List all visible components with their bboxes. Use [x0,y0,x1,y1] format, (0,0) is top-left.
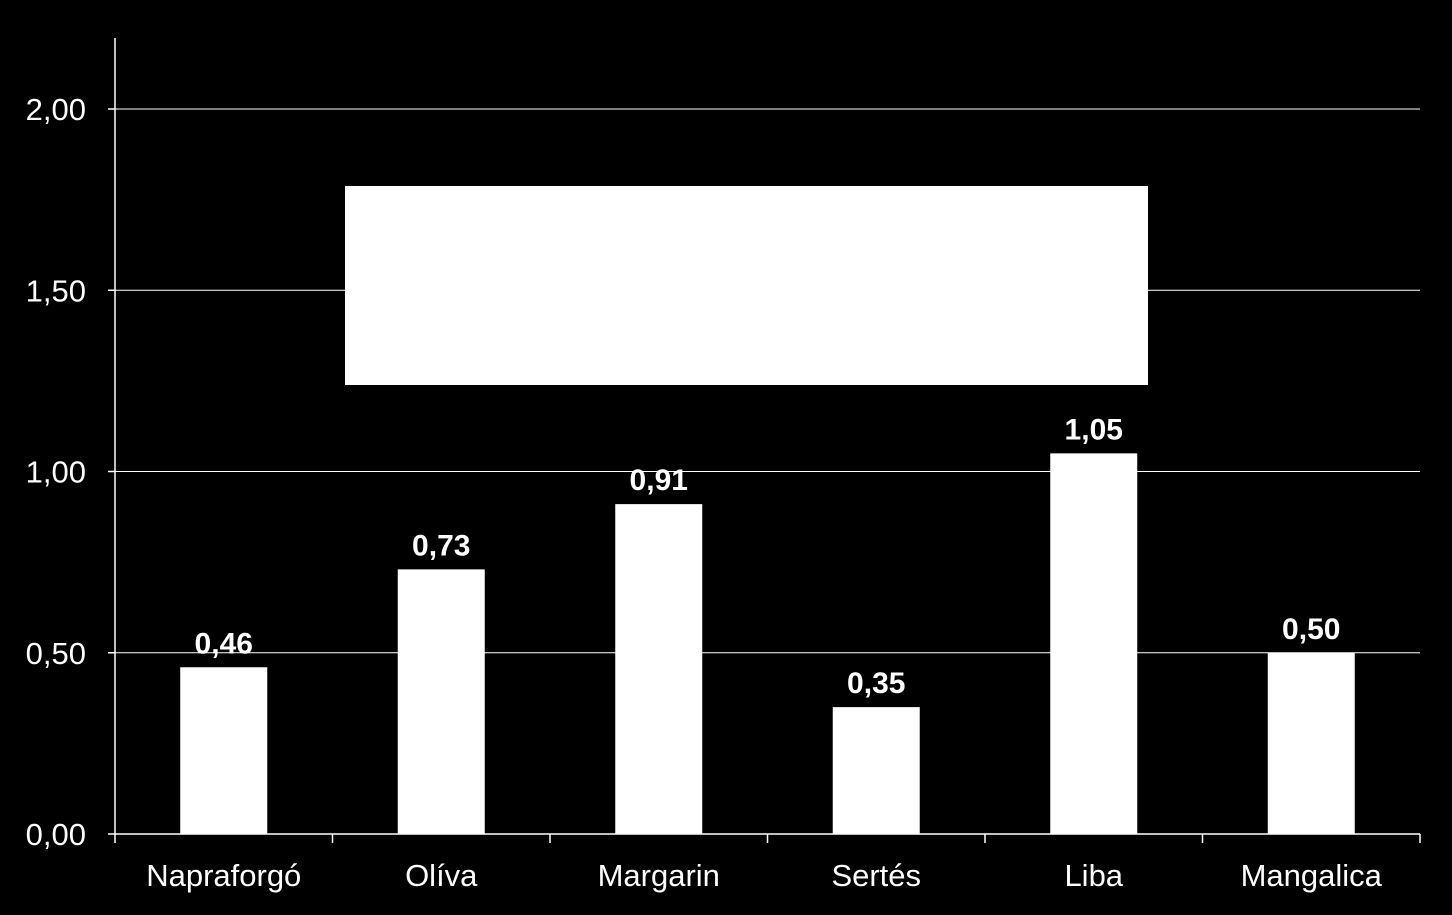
axes [108,38,1421,843]
bar-olíva [397,569,485,834]
x-category-label: Napraforgó [146,858,301,893]
x-category-label: Liba [1064,858,1123,893]
x-category-label: Olíva [405,858,478,893]
bar-mangalica [1267,652,1355,834]
bar-napraforgó [180,667,268,834]
data-label: 0,91 [630,464,688,497]
blank-overlay-box [345,186,1148,385]
y-tick-label: 1,00 [26,455,86,490]
x-category-label: Mangalica [1241,858,1383,893]
data-label: 0,46 [195,627,253,660]
data-label: 1,05 [1065,413,1123,446]
y-tick-label: 0,50 [26,636,86,671]
bars [180,453,1355,834]
bar-liba [1050,453,1138,834]
data-label: 0,73 [412,529,470,562]
y-tick-label: 0,00 [26,817,86,852]
data-label: 0,50 [1282,613,1340,646]
labels: 0,00 0,50 1,00 1,50 2,00 0,46 Napraforgó 0,73 Ol… [26,92,1383,893]
y-tick-label: 1,50 [26,273,86,308]
bar-margarin [615,504,703,834]
bar-sertés [832,707,920,834]
data-label: 0,35 [847,667,905,700]
x-category-label: Sertés [831,858,921,893]
x-category-label: Margarin [598,858,720,893]
y-tick-label: 2,00 [26,92,86,127]
